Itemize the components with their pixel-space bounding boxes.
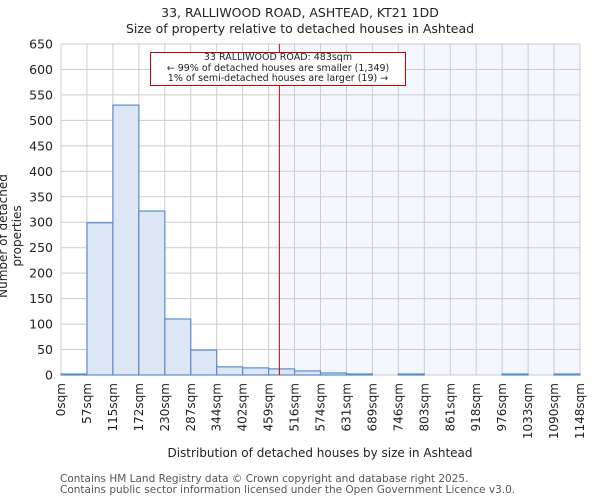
annotation-line-2: ← 99% of detached houses are smaller (1,… xyxy=(166,62,390,74)
histogram-bar xyxy=(190,349,218,376)
y-tick-label: 100 xyxy=(29,317,53,332)
histogram-bar xyxy=(553,373,581,376)
annotation-line-3: 1% of semi-detached houses are larger (1… xyxy=(167,73,389,84)
y-tick-label: 200 xyxy=(29,266,53,281)
y-tick-label: 50 xyxy=(37,342,53,357)
x-tick-label: 803sqm xyxy=(417,383,431,431)
y-tick-label: 250 xyxy=(29,240,53,255)
y-tick-label: 450 xyxy=(29,138,53,153)
x-tick-label: 402sqm xyxy=(236,383,250,431)
chart-subtitle: Size of property relative to detached ho… xyxy=(125,21,475,36)
x-tick-label: 344sqm xyxy=(210,383,224,431)
footer-line-2: Contains public sector information licen… xyxy=(60,484,516,496)
y-tick-label: 650 xyxy=(29,37,53,52)
x-tick-label: 172sqm xyxy=(132,383,146,431)
x-tick-label: 230sqm xyxy=(158,383,172,431)
y-tick-label: 350 xyxy=(29,189,53,204)
histogram-bar xyxy=(112,104,140,376)
histogram-bar xyxy=(397,373,425,376)
histogram-bar xyxy=(138,210,166,376)
annotation-line-1: 33 RALLIWOOD ROAD: 483sqm xyxy=(203,52,353,63)
x-tick-label: 574sqm xyxy=(314,383,328,431)
x-tick-label: 861sqm xyxy=(443,383,457,431)
histogram-bar xyxy=(319,372,348,376)
highlight-region xyxy=(279,44,580,375)
y-tick-label: 400 xyxy=(29,164,53,179)
y-tick-label: 600 xyxy=(29,62,53,77)
x-tick-label: 746sqm xyxy=(391,383,405,431)
x-tick-label: 689sqm xyxy=(365,383,379,431)
histogram-bar xyxy=(293,370,322,376)
x-tick-label: 976sqm xyxy=(495,383,509,431)
histogram-bar xyxy=(345,373,374,376)
x-tick-label: 1090sqm xyxy=(547,383,561,439)
x-tick-label: 287sqm xyxy=(184,383,198,431)
y-tick-label: 0 xyxy=(45,368,53,383)
x-tick-label: 1033sqm xyxy=(521,383,535,439)
x-tick-label: 918sqm xyxy=(469,383,483,431)
chart-title: 33, RALLIWOOD ROAD, ASHTEAD, KT21 1DD xyxy=(161,5,439,20)
x-axis-label: Distribution of detached houses by size … xyxy=(167,446,473,460)
y-tick-label: 500 xyxy=(29,113,53,128)
x-tick-label: 1148sqm xyxy=(573,383,587,439)
histogram-bar xyxy=(60,373,88,376)
x-tick-label: 459sqm xyxy=(262,383,276,431)
histogram-bar xyxy=(242,367,270,376)
y-tick-label: 550 xyxy=(29,87,53,102)
histogram-bar xyxy=(164,318,192,376)
y-tick-label: 150 xyxy=(29,291,53,306)
histogram-bar xyxy=(86,222,114,376)
property-annotation: 33 RALLIWOOD ROAD: 483sqm ← 99% of detac… xyxy=(150,52,406,86)
y-axis-label: Number of detached properties xyxy=(0,174,24,298)
histogram-bar xyxy=(268,368,296,376)
x-tick-label: 631sqm xyxy=(339,383,353,431)
footer-attribution: Contains HM Land Registry data © Crown c… xyxy=(60,474,515,496)
histogram-bar xyxy=(501,373,529,376)
histogram-bar xyxy=(216,366,244,376)
y-tick-label: 300 xyxy=(29,215,53,230)
x-tick-label: 57sqm xyxy=(80,383,94,424)
footer-line-1: Contains HM Land Registry data © Crown c… xyxy=(60,473,469,485)
x-tick-label: 115sqm xyxy=(106,383,120,431)
x-tick-label: 516sqm xyxy=(288,383,302,431)
x-tick-label: 0sqm xyxy=(54,383,68,416)
